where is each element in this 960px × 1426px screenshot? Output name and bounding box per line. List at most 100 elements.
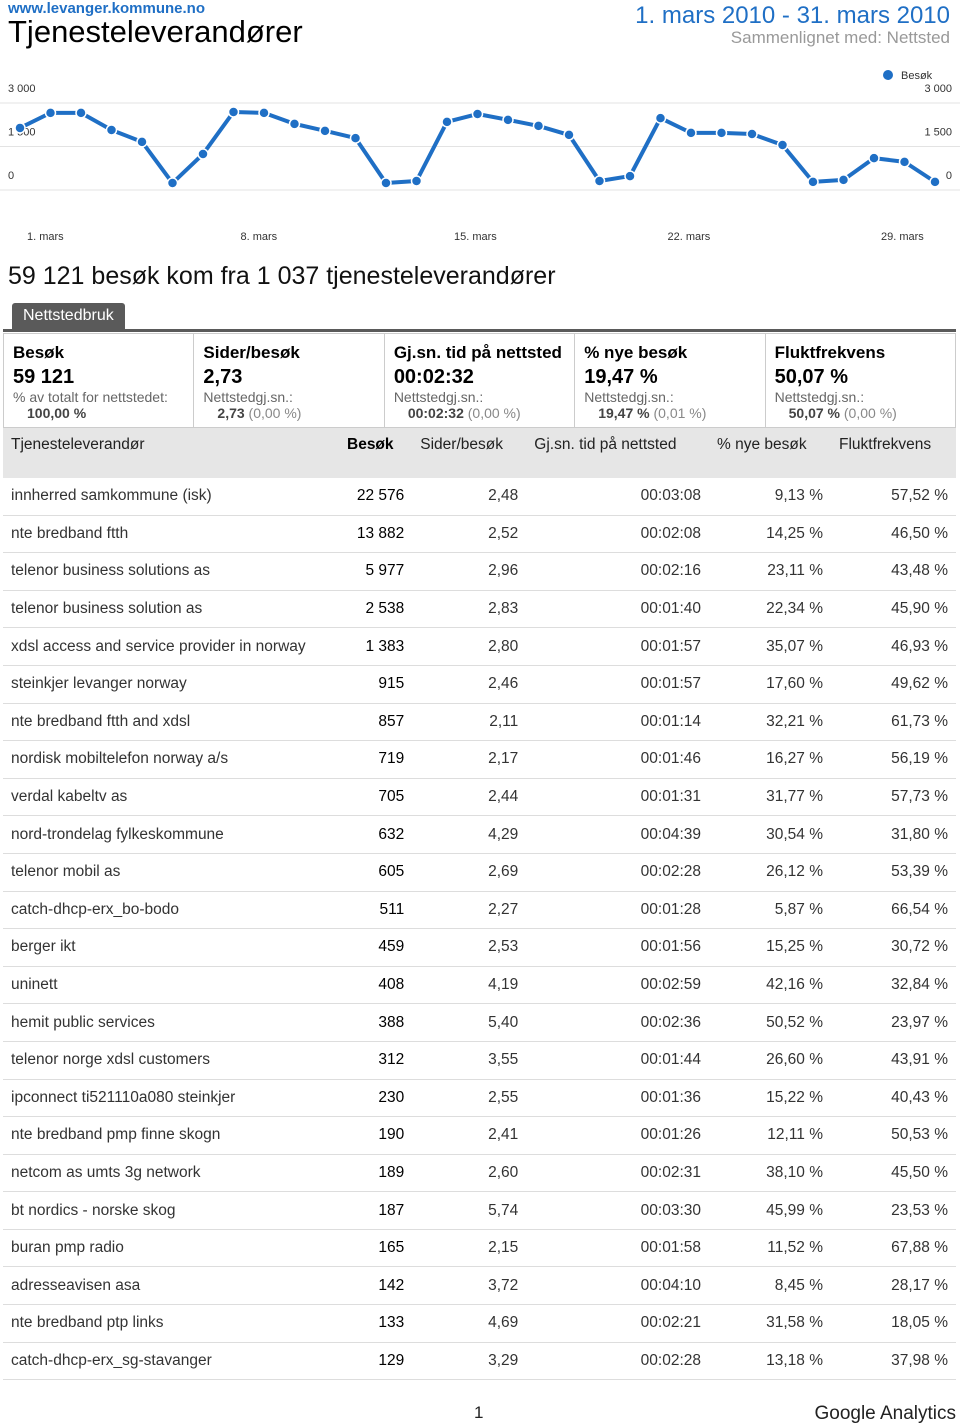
table-cell: 23,11 % [709, 552, 831, 591]
point [654, 112, 667, 124]
table-row: adresseavisen asa 142 3,72 00:04:10 8,45 % 28… [3, 1266, 956, 1306]
point [288, 118, 301, 130]
table-cell: 30,72 % [831, 928, 956, 967]
table-cell: 11,52 % [709, 1229, 831, 1268]
table-cell: 3,72 [412, 1266, 527, 1306]
table-cell: 43,48 % [831, 552, 956, 591]
table-cell: 22,34 % [709, 590, 831, 629]
point [807, 176, 819, 188]
table-cell: 00:02:28 [526, 1342, 709, 1381]
table-cell: 00:03:08 [526, 478, 709, 516]
point [197, 148, 209, 160]
table-row: nordisk mobiltelefon norway a/s 719 2,17 00… [3, 740, 956, 779]
column-header: Tjenesteleverandør [3, 428, 339, 478]
table-cell: catch-dhcp-erx_sg-stavanger [3, 1342, 339, 1381]
table-cell: 50,53 % [831, 1116, 956, 1155]
table-cell: 66,54 % [831, 891, 956, 930]
table-cell: 5,40 [412, 1003, 527, 1042]
y2-tick-label: 0 [946, 170, 952, 182]
point [410, 175, 423, 187]
table-cell: telenor mobil as [3, 853, 339, 892]
summary-note: Nettstedgj.sn.: [584, 389, 674, 405]
table-cell: 189 [339, 1154, 413, 1193]
site-avg-value: 50,07 % [788, 405, 840, 421]
point [746, 128, 758, 140]
table-row: buran pmp radio 165 2,15 00:01:58 11,52 % 67,… [3, 1229, 956, 1268]
table-cell: telenor business solution as [3, 590, 339, 629]
table-cell: 67,88 % [831, 1229, 956, 1268]
table-cell: 40,43 % [831, 1079, 956, 1118]
table-row: nte bredband ptp links 133 4,69 00:02:21 31,… [3, 1304, 956, 1343]
table-cell: 2,60 [412, 1154, 527, 1193]
page-title: Tjenesteleverandører [8, 14, 303, 49]
table-row: nte bredband pmp finne skogn 190 2,41 00:01… [3, 1116, 956, 1155]
summary: Besøk 59 121% av totalt for nettstedet: 10… [3, 333, 956, 428]
tab-rule [3, 329, 956, 332]
point [44, 107, 57, 119]
table-cell: 00:02:59 [526, 966, 709, 1005]
point [441, 116, 453, 128]
table-cell: 187 [339, 1191, 413, 1230]
summary-cell: Sider/besøk 2,73 Nettstedgj.sn.: 2,73 (0,00… [194, 334, 385, 427]
table-row: telenor mobil as 605 2,69 00:02:28 26,12 % 53… [3, 853, 956, 892]
table-cell: 915 [339, 665, 413, 704]
table-cell: 2,96 [412, 552, 527, 591]
table-cell: 12,11 % [709, 1116, 831, 1155]
table-cell: 45,99 % [709, 1191, 831, 1230]
summary-note: Nettstedgj.sn.: [774, 389, 865, 405]
summary-cell: Besøk 59 121% av totalt for nettstedet: 10… [4, 334, 195, 427]
table-cell: 00:01:40 [526, 590, 709, 629]
brand: Google Analytics [814, 1403, 956, 1424]
table-cell: 2,48 [412, 478, 527, 516]
table-cell: nte bredband ptp links [3, 1304, 339, 1343]
legend-marker [883, 70, 893, 80]
point [136, 136, 148, 148]
table-cell: 37,98 % [831, 1342, 956, 1381]
site-avg-value: 2,73 [217, 405, 245, 421]
table-row: verdal kabeltv as 705 2,44 00:01:31 31,77 % 5… [3, 778, 956, 817]
table-cell: 42,16 % [709, 966, 831, 1005]
table-cell: 4,29 [412, 815, 527, 854]
table-cell: 1 383 [339, 627, 413, 666]
summary-value: 59 121 [13, 366, 75, 388]
summary-value: 2,73 [203, 366, 243, 388]
table-cell: 2,83 [412, 590, 527, 629]
table-cell: 2 538 [339, 590, 413, 629]
table-cell: ipconnect ti521110a080 steinkjer [3, 1079, 339, 1118]
point [532, 120, 545, 132]
table-cell: 129 [339, 1342, 413, 1381]
table-row: bt nordics - norske skog 187 5,74 00:03:30 4… [3, 1191, 956, 1230]
tab[interactable]: Nettstedbruk [12, 303, 125, 329]
table-row: nte bredband ftth and xdsl 857 2,11 00:01:1… [3, 703, 956, 742]
table-cell: buran pmp radio [3, 1229, 339, 1268]
table-row: telenor business solutions as 5 977 2,96 00… [3, 552, 956, 591]
table-cell: nte bredband ftth [3, 515, 339, 554]
table-cell: 5,74 [412, 1191, 527, 1230]
table-cell: 14,25 % [709, 515, 831, 554]
table-row: steinkjer levanger norway 915 2,46 00:01:57… [3, 665, 956, 704]
table-cell: telenor business solutions as [3, 552, 339, 591]
table-cell: 43,91 % [831, 1041, 956, 1080]
table-cell: 31,77 % [709, 778, 831, 817]
data-table: Tjenesteleverandør Besøk Sider/besøk Gj.sn.… [3, 428, 956, 1381]
table-cell: 13,18 % [709, 1342, 831, 1381]
comparison: Sammenlignet med: Nettsted [730, 28, 950, 47]
table-cell: nte bredband ftth and xdsl [3, 703, 339, 742]
table-cell: 53,39 % [831, 853, 956, 892]
table-row: nte bredband ftth 13 882 2,52 00:02:08 14,25… [3, 515, 956, 554]
table-cell: bt nordics - norske skog [3, 1191, 339, 1230]
table-cell: 857 [339, 703, 413, 742]
summary-note: Nettstedgj.sn.: [203, 389, 293, 405]
table-cell: 459 [339, 928, 413, 967]
point [593, 175, 606, 187]
table-cell: 13 882 [339, 515, 413, 554]
table-cell: 00:01:56 [526, 928, 709, 967]
table-cell: 56,19 % [831, 740, 956, 779]
table-cell: 23,53 % [831, 1191, 956, 1230]
table-cell: 00:01:46 [526, 740, 709, 779]
site-url: www.levanger.kommune.no [8, 0, 205, 17]
site-avg-change: (0,01 %) [653, 405, 707, 421]
table-cell: 9,13 % [709, 478, 831, 516]
table-cell: 00:02:31 [526, 1154, 709, 1193]
table-cell: 18,05 % [831, 1304, 956, 1343]
